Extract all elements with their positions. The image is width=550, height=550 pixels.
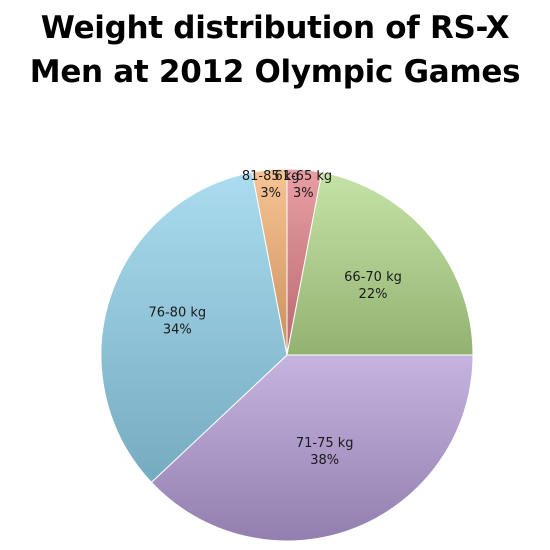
slice-label-category: 61-65 kg [274, 169, 332, 184]
pie-slices [100, 168, 474, 542]
pie-slice-66-70-kg [286, 171, 474, 356]
slice-label-category: 76-80 kg [148, 305, 206, 320]
slice-label-category: 66-70 kg [344, 270, 402, 285]
slice-label-percent: 38% [310, 453, 339, 468]
pie-slice-76-80-kg [100, 171, 288, 484]
chart-title-line-1: Weight distribution of RS-X [40, 10, 510, 46]
slice-label-category: 71-75 kg [296, 436, 354, 451]
slice-label-percent: 34% [163, 322, 192, 337]
pie-labels: 61-65 kg 3% 66-70 kg 22% 71-75 kg 38% 76-80 kg… [148, 169, 401, 468]
chart-title-line-2: Men at 2012 Olympic Games [29, 54, 521, 90]
pie-slice-71-75-kg [150, 354, 474, 542]
pie-slice-81-85-kg [251, 168, 288, 356]
slice-label-category: 81-85 kg [242, 169, 300, 184]
slice-label-percent: 3% [293, 186, 314, 201]
chart-title: Weight distribution of RS-X Men at 2012 … [0, 6, 550, 94]
slice-label-percent: 3% [260, 186, 281, 201]
slice-label-percent: 22% [359, 287, 388, 302]
